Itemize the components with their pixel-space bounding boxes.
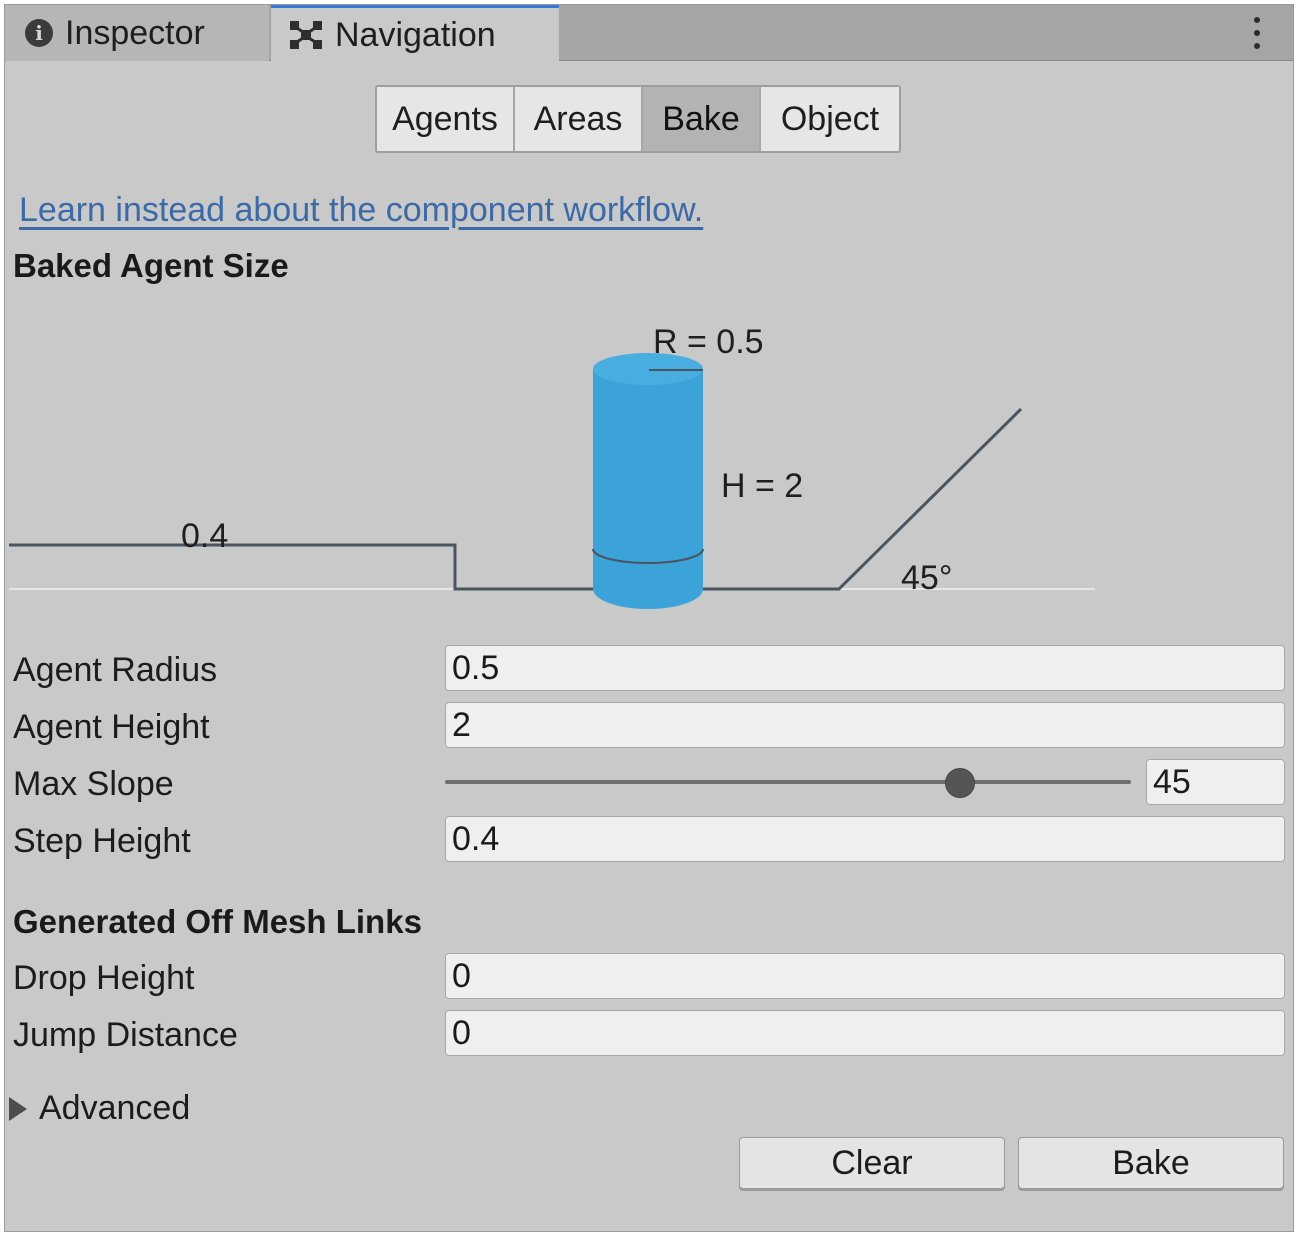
slope-label: 45° [901, 559, 953, 597]
jump-distance-field[interactable]: 0 [445, 1010, 1285, 1056]
max-slope-field[interactable]: 45 [1146, 759, 1285, 805]
agent-radius-field[interactable]: 0.5 [445, 645, 1285, 691]
tab-navigation[interactable]: Navigation [271, 5, 559, 62]
bake-button[interactable]: Bake [1018, 1137, 1284, 1189]
off-mesh-links-heading: Generated Off Mesh Links [13, 903, 422, 940]
tab-navigation-label: Navigation [335, 15, 496, 54]
step-profile [9, 407, 1023, 591]
jump-distance-label: Jump Distance [13, 1016, 238, 1054]
agent-height-field[interactable]: 2 [445, 702, 1285, 748]
subtab-bake[interactable]: Bake [643, 87, 761, 151]
height-label: H = 2 [721, 467, 804, 505]
advanced-foldout[interactable]: Advanced [9, 1089, 190, 1128]
tab-inspector[interactable]: i Inspector [5, 5, 269, 61]
kebab-menu-icon[interactable] [1253, 17, 1261, 49]
subtab-object[interactable]: Object [761, 87, 899, 151]
max-slope-slider-track[interactable] [445, 780, 1131, 784]
navigation-window: i Inspector [4, 4, 1294, 1232]
agent-height-label: Agent Height [13, 708, 210, 746]
step-height-label: Step Height [13, 822, 191, 860]
subtab-agents[interactable]: Agents [377, 87, 515, 151]
baked-agent-size-heading: Baked Agent Size [13, 247, 289, 284]
tab-inspector-label: Inspector [65, 13, 205, 52]
subtab-areas[interactable]: Areas [515, 87, 643, 151]
info-icon: i [25, 19, 53, 47]
step-label: 0.4 [181, 517, 229, 555]
drop-height-field[interactable]: 0 [445, 953, 1285, 999]
step-height-field[interactable]: 0.4 [445, 816, 1285, 862]
agent-radius-label: Agent Radius [13, 651, 218, 689]
max-slope-slider-thumb[interactable] [944, 768, 975, 798]
advanced-label: Advanced [39, 1089, 191, 1127]
agent-size-diagram: R = 0.5 H = 2 0.4 45° [5, 305, 1295, 635]
tab-strip: i Inspector [5, 5, 1293, 62]
clear-button[interactable]: Clear [739, 1137, 1005, 1189]
triangle-right-icon [9, 1096, 27, 1121]
navigation-subtabs: Agents Areas Bake Object [375, 85, 901, 153]
drop-height-label: Drop Height [13, 959, 195, 997]
max-slope-label: Max Slope [13, 765, 174, 803]
navigation-icon [289, 20, 323, 50]
radius-label: R = 0.5 [653, 323, 764, 361]
component-workflow-link[interactable]: Learn instead about the component workfl… [19, 191, 704, 229]
agent-cylinder [592, 353, 704, 609]
